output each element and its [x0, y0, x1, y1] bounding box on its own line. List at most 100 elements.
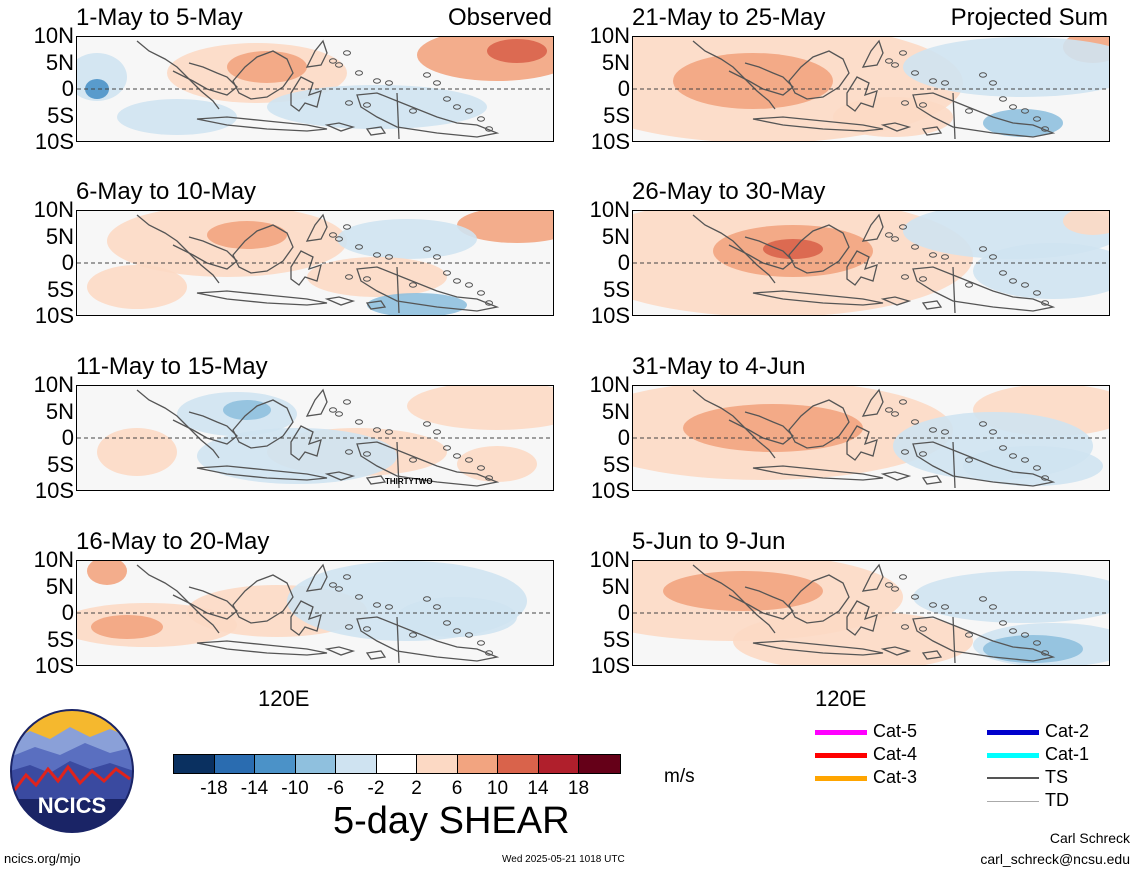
coastline: [692, 389, 776, 459]
coastline: [396, 266, 400, 314]
legend-label: TD: [1045, 790, 1069, 810]
lat-tick-label: 5S: [47, 102, 74, 128]
shear-contour: [227, 51, 307, 83]
island: [443, 445, 451, 451]
shear-contour: [1063, 211, 1109, 235]
lat-tick-label: 10N: [33, 547, 74, 572]
coastline: [356, 441, 500, 487]
lat-tick-label: 0: [61, 600, 74, 625]
lat-tick-label: 5S: [47, 451, 74, 477]
lat-tick-label: 0: [617, 76, 630, 101]
island: [465, 108, 473, 114]
lat-tick-label: 10S: [34, 653, 74, 678]
lat-labels: 10N 5N 0 5S 10S: [4, 25, 74, 153]
island: [477, 116, 485, 122]
shear-contour: [197, 428, 397, 484]
lat-tick-label: 0: [61, 76, 74, 101]
coastline: [196, 465, 328, 481]
island: [1033, 465, 1041, 471]
island: [891, 236, 899, 242]
island: [485, 475, 493, 481]
coastline: [880, 122, 912, 132]
island: [1021, 632, 1029, 638]
island: [1033, 290, 1041, 296]
shear-map: [632, 385, 1110, 491]
island: [1021, 282, 1029, 288]
lat-tick-label: 10N: [589, 197, 630, 222]
lat-tick-label: 5N: [45, 49, 74, 75]
shear-contour: [673, 53, 833, 109]
coastline: [952, 92, 956, 140]
lat-tick-label: 10S: [590, 129, 630, 154]
colorbar-tick-label: -2: [367, 778, 385, 799]
storm-name-label: THIRTYTWO: [385, 477, 433, 486]
coastline: [232, 574, 294, 624]
legend-label: Cat-3: [873, 767, 918, 787]
lat-tick-label: 10N: [589, 372, 630, 397]
lat-tick-label: 10S: [34, 129, 74, 154]
island: [343, 224, 351, 230]
island: [409, 632, 417, 638]
island: [919, 276, 927, 282]
shear-contour: [85, 79, 109, 99]
footer-url[interactable]: ncics.org/mjo: [4, 851, 81, 866]
chart-title: 5-day SHEAR: [333, 800, 570, 842]
island: [911, 419, 919, 425]
coastline: [365, 650, 387, 660]
colorbar-tick-label: 10: [486, 778, 509, 799]
island: [1009, 453, 1017, 459]
colorbar-tick-label: 6: [451, 778, 463, 799]
coastline: [921, 126, 943, 136]
island: [989, 429, 997, 435]
lat-tick-label: 10N: [33, 372, 74, 397]
coastline: [921, 650, 943, 660]
lat-tick-label: 0: [617, 600, 630, 625]
author-name: Carl Schreck: [1049, 830, 1130, 846]
island: [911, 70, 919, 76]
coastline: [324, 122, 356, 132]
island: [477, 465, 485, 471]
island: [409, 108, 417, 114]
island: [355, 594, 363, 600]
island: [941, 80, 949, 86]
coastline: [305, 213, 328, 242]
lat-tick-label: 5N: [45, 398, 74, 424]
panel-title: 26-May to 30-May: [632, 178, 826, 205]
coastline: [692, 40, 776, 110]
colorbar-cell: [336, 755, 377, 773]
island: [385, 604, 393, 610]
island: [901, 624, 909, 630]
shear-contour: [267, 85, 487, 129]
island: [343, 399, 351, 405]
island: [919, 626, 927, 632]
island: [385, 80, 393, 86]
coastline: [365, 126, 387, 136]
island: [363, 102, 371, 108]
island: [335, 411, 343, 417]
lat-labels: 10N 5N 0 5S 10S: [4, 549, 74, 677]
coastline: [396, 441, 400, 489]
island: [385, 254, 393, 260]
coastline: [324, 296, 356, 306]
panel-tag: Projected Sum: [950, 4, 1108, 31]
island: [885, 582, 893, 588]
shear-map-svg: [633, 561, 1109, 665]
coastline: [365, 300, 387, 310]
island: [899, 574, 907, 580]
coastline: [356, 616, 500, 662]
coastline: [912, 266, 1056, 312]
legend-label: Cat-5: [873, 721, 918, 741]
coastline: [290, 600, 322, 636]
shear-contour: [91, 615, 163, 639]
island: [1009, 628, 1017, 634]
coastline: [136, 214, 220, 284]
coastline: [728, 411, 794, 445]
island: [465, 282, 473, 288]
lat-labels: 10N 5N 0 5S 10S: [560, 25, 630, 153]
author-email[interactable]: carl_schreck@ncsu.edu: [980, 851, 1130, 867]
island: [965, 282, 973, 288]
island: [1021, 457, 1029, 463]
lat-tick-label: 10S: [590, 653, 630, 678]
island: [885, 58, 893, 64]
island: [485, 650, 493, 656]
